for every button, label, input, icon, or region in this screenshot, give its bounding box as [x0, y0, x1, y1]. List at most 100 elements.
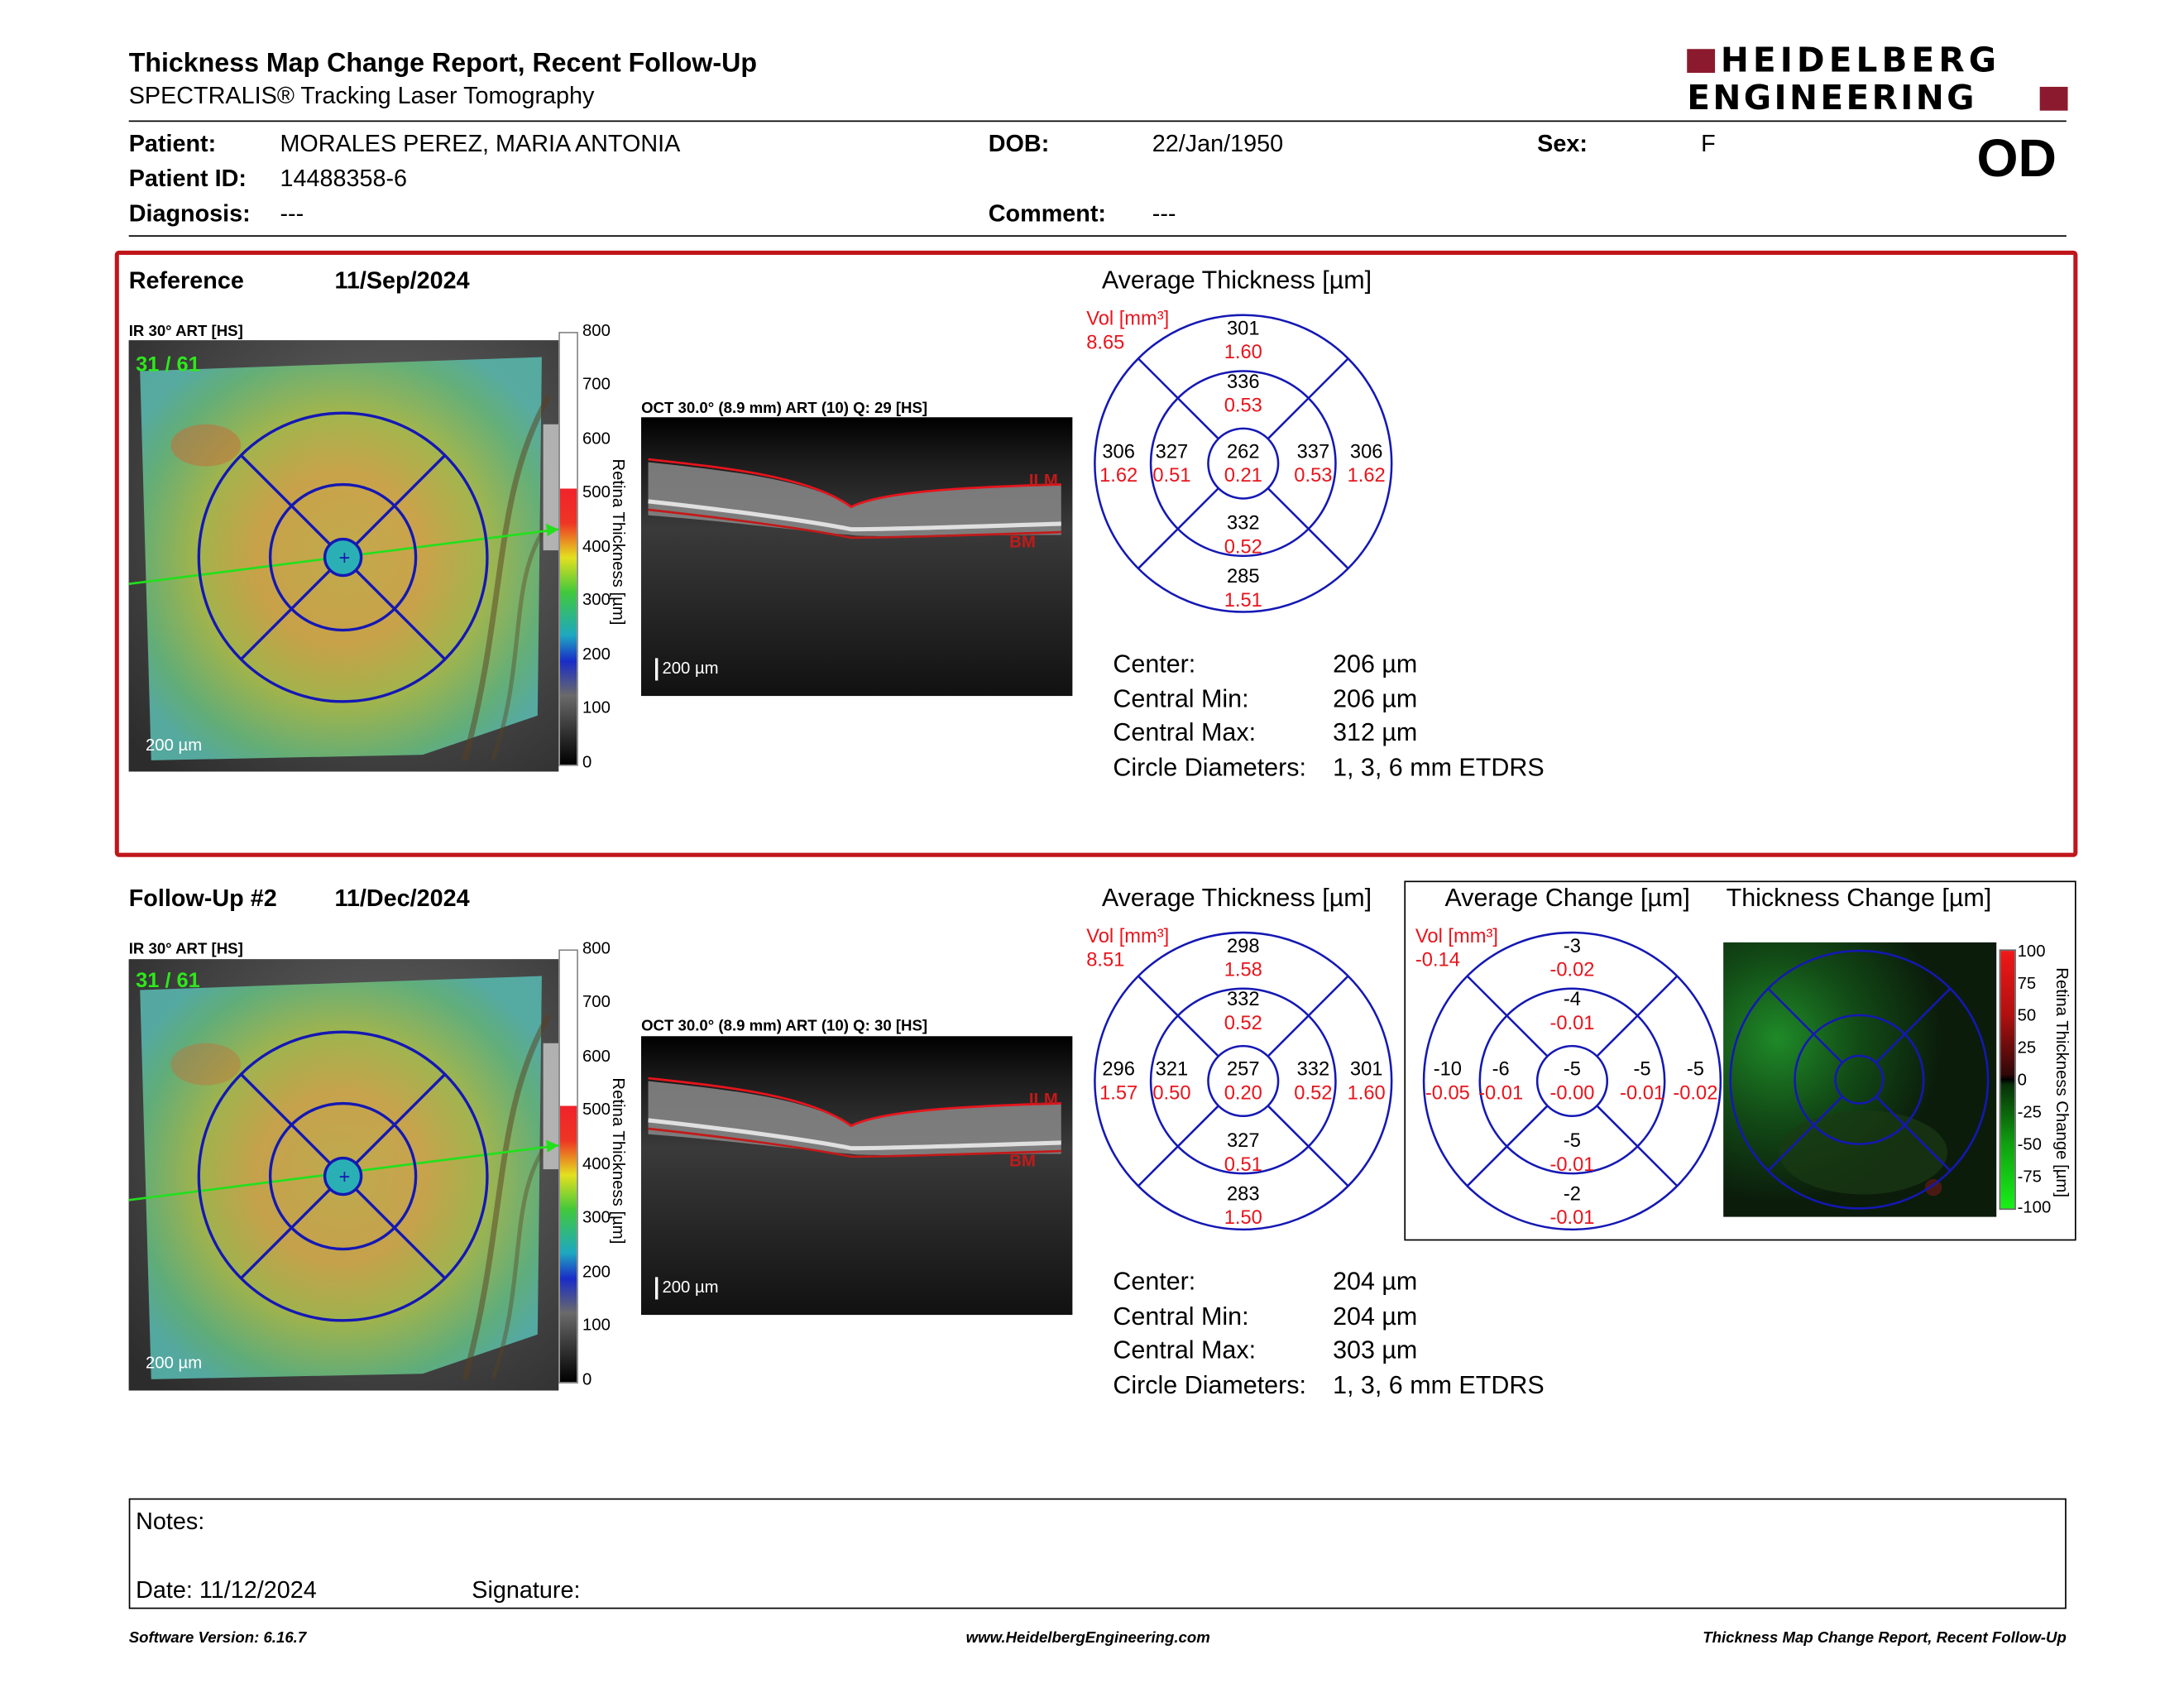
- followup-inner-inferior-value: 327: [1227, 1130, 1260, 1152]
- followup-outer-superior-value: 298: [1227, 936, 1260, 957]
- colorbar-tick: 300: [582, 589, 611, 610]
- reference-label: Reference: [128, 267, 244, 295]
- followup-min-thickness: 204 µm: [1333, 1302, 1418, 1331]
- reference-slice-indicator: 31 / 61: [136, 352, 200, 377]
- reference-colorbar: [558, 332, 578, 766]
- patient-label: Patient:: [128, 130, 217, 157]
- colorbar-tick: 500: [582, 482, 611, 501]
- footer-report-name: Thickness Map Change Report, Recent Foll…: [1703, 1629, 2067, 1647]
- colorbar-tick: 100: [582, 1315, 611, 1335]
- change-outer-superior-volume: -0.02: [1549, 960, 1594, 981]
- followup-oct-label: OCT 30.0° (8.9 mm) ART (10) Q: 30 [HS]: [641, 1018, 928, 1035]
- followup-inner-superior-volume: 0.52: [1224, 1013, 1262, 1034]
- reference-colorbar-title: Retina Thickness [µm]: [609, 458, 629, 626]
- followup-inner-nasal-value: 332: [1297, 1059, 1330, 1081]
- header-divider: [128, 120, 2067, 122]
- change-outer-nasal-value: -5: [1687, 1059, 1704, 1081]
- svg-text:+: +: [339, 1167, 351, 1188]
- reference-oct-bscan: ILM BM 200 µm: [641, 417, 1073, 697]
- change-inner-inferior-volume: -0.01: [1549, 1154, 1594, 1176]
- change-colorbar-tick: -50: [2017, 1134, 2042, 1154]
- followup-vol-value: 8.51: [1086, 950, 1124, 971]
- reference-outer-nasal-volume: 1.62: [1348, 465, 1386, 487]
- notes-box[interactable]: Notes: Date: 11/12/2024 Signature:: [128, 1498, 2067, 1609]
- reference-fundus-scale: 200 µm: [145, 735, 203, 755]
- reference-inner-temporal-value: 327: [1156, 441, 1189, 463]
- change-outer-inferior-value: -2: [1564, 1183, 1581, 1205]
- change-inner-superior-value: -4: [1564, 989, 1581, 1010]
- average-change-heading: Average Change [µm]: [1444, 883, 1690, 912]
- dob-label: DOB:: [988, 130, 1050, 157]
- reference-center-thickness: 206 µm: [1333, 650, 1418, 679]
- change-outer-superior-value: -3: [1564, 936, 1581, 957]
- reference-oct-scale: 200 µm: [662, 658, 719, 679]
- followup-max-thickness: 303 µm: [1333, 1336, 1418, 1364]
- diagnosis-value: ---: [280, 199, 304, 228]
- reference-inner-inferior-volume: 0.52: [1224, 536, 1262, 558]
- change-colorbar-title: Retina Thickness Change [µm]: [2052, 967, 2072, 1197]
- report-title: Thickness Map Change Report, Recent Foll…: [128, 49, 757, 79]
- followup-outer-inferior-volume: 1.50: [1224, 1207, 1262, 1229]
- reference-etdrs-grid: Vol [mm³] 8.65 301 1.60 336 0.53 306 1.6…: [1086, 309, 1393, 613]
- reference-inner-superior-volume: 0.53: [1224, 396, 1262, 417]
- reference-colorbar-ticks: 800 700 600 500 400 300 200 100 0: [582, 321, 639, 783]
- followup-center-thickness: 204 µm: [1333, 1267, 1418, 1296]
- reference-outer-temporal-value: 306: [1102, 441, 1135, 463]
- colorbar-tick: 0: [582, 751, 592, 772]
- colorbar-tick: 0: [582, 1369, 592, 1389]
- reference-inner-nasal-value: 337: [1297, 441, 1330, 463]
- reference-max-label: Central Max:: [1113, 718, 1257, 746]
- change-colorbar-tick: -25: [2017, 1101, 2042, 1122]
- sex-value: F: [1701, 130, 1716, 157]
- reference-bm-label: BM: [1009, 532, 1036, 552]
- footer-website[interactable]: www.HeidelbergEngineering.com: [965, 1629, 1210, 1647]
- brand-line1: HEIDELBERG: [1720, 41, 2001, 80]
- reference-ilm-label: ILM: [1028, 470, 1058, 491]
- reference-diam-label: Circle Diameters:: [1113, 753, 1306, 782]
- followup-colorbar: [558, 949, 578, 1383]
- followup-etdrs-grid: Vol [mm³] 8.51 298 1.58 332 0.52 296 1.5…: [1086, 926, 1393, 1231]
- change-colorbar: [1999, 949, 2016, 1211]
- followup-diam-label: Circle Diameters:: [1113, 1370, 1306, 1399]
- followup-outer-nasal-volume: 1.60: [1348, 1082, 1386, 1104]
- followup-colorbar-title: Retina Thickness [µm]: [609, 1077, 629, 1244]
- colorbar-tick: 700: [582, 991, 611, 1011]
- followup-inner-inferior-volume: 0.51: [1224, 1154, 1262, 1176]
- reference-frame: [114, 250, 2078, 857]
- change-etdrs-grid: Vol [mm³] -0.14 -3 -0.02 -4 -0.01 -10 -0…: [1415, 926, 1722, 1231]
- comment-value: ---: [1152, 199, 1176, 228]
- colorbar-tick: 200: [582, 644, 611, 664]
- change-colorbar-tick: 25: [2017, 1037, 2037, 1057]
- sex-label: Sex:: [1537, 130, 1588, 157]
- followup-inner-temporal-value: 321: [1156, 1059, 1189, 1081]
- change-inner-nasal-volume: -0.01: [1620, 1082, 1664, 1104]
- change-vol-label: Vol [mm³]: [1415, 926, 1498, 947]
- change-colorbar-tick: 100: [2017, 941, 2046, 961]
- colorbar-tick: 100: [582, 697, 611, 717]
- change-outer-temporal-value: -10: [1434, 1059, 1462, 1081]
- reference-center-value: 262: [1227, 441, 1260, 463]
- comment-label: Comment:: [988, 199, 1107, 228]
- patient-name: MORALES PEREZ, MARIA ANTONIA: [280, 130, 681, 157]
- followup-label: Follow-Up #2: [128, 885, 277, 912]
- change-inner-inferior-value: -5: [1564, 1130, 1581, 1152]
- reference-inner-nasal-volume: 0.53: [1294, 465, 1332, 487]
- brand-line2: ENGINEERING: [1687, 78, 1977, 118]
- change-colorbar-tick: 0: [2017, 1069, 2027, 1090]
- followup-inner-superior-value: 332: [1227, 989, 1260, 1010]
- followup-outer-temporal-volume: 1.57: [1099, 1082, 1138, 1104]
- followup-inner-nasal-volume: 0.52: [1294, 1082, 1332, 1104]
- followup-date: 11/Dec/2024: [334, 885, 470, 912]
- colorbar-tick: 200: [582, 1261, 611, 1282]
- followup-outer-inferior-value: 283: [1227, 1183, 1260, 1205]
- change-colorbar-tick: 75: [2017, 973, 2037, 993]
- reference-outer-inferior-value: 285: [1227, 566, 1260, 587]
- followup-bm-label: BM: [1009, 1151, 1036, 1171]
- followup-center-value: 257: [1227, 1059, 1260, 1081]
- svg-text:+: +: [339, 548, 351, 569]
- colorbar-tick: 400: [582, 536, 611, 556]
- change-vol-value: -0.14: [1415, 950, 1460, 971]
- change-inner-temporal-value: -6: [1492, 1059, 1510, 1081]
- change-colorbar-tick: 50: [2017, 1005, 2037, 1025]
